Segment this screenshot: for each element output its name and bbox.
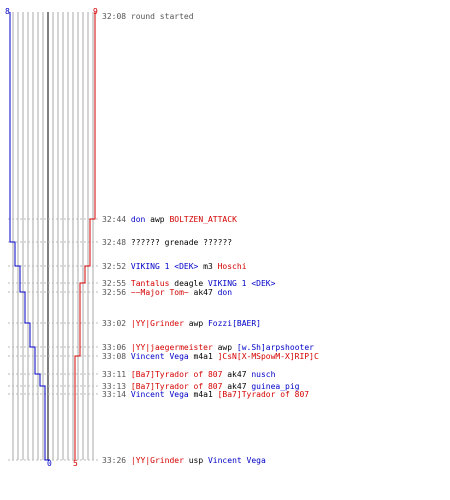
event-row: 33:08 Vincent Vega m4a1 ]CsN[X-MSpowM-X]…: [102, 352, 319, 361]
event-player: VIKING 1 <DEK>: [207, 279, 276, 288]
event-player: VIKING 1 <DEK>: [130, 262, 199, 271]
event-player: ~~Major Tom~: [130, 288, 189, 297]
event-weapon: grenade: [159, 238, 204, 247]
event-weapon: m4a1: [188, 390, 218, 399]
event-player: [Ba7]Tyrador of 807: [130, 370, 223, 379]
event-time: 32:56: [102, 288, 131, 297]
event-weapon: ak47: [188, 288, 218, 297]
score-red-start: 9: [93, 7, 98, 16]
event-time: 32:48: [102, 238, 131, 247]
score-blue-start: 8: [5, 7, 10, 16]
event-player: Hoschi: [217, 262, 247, 271]
event-weapon: m4a1: [188, 352, 218, 361]
event-player: guinea_pig: [251, 382, 300, 391]
event-message: round started: [130, 12, 194, 21]
event-row: 33:13 [Ba7]Tyrador of 807 ak47 guinea_pi…: [102, 382, 300, 391]
event-row: 32:52 VIKING 1 <DEK> m3 Hoschi: [102, 262, 247, 271]
event-weapon: ak47: [222, 370, 252, 379]
event-row: 33:11 [Ba7]Tyrador of 807 ak47 nusch: [102, 370, 275, 379]
event-player: |YY|jaegermeister: [130, 343, 213, 352]
event-player: nusch: [251, 370, 276, 379]
score-red-end: 5: [73, 459, 78, 468]
event-row: 33:02 |YY|Grinder awp Fozzi[BAER]: [102, 319, 261, 328]
event-weapon: awp: [145, 215, 170, 224]
event-weapon: awp: [212, 343, 237, 352]
event-time: 33:14: [102, 390, 131, 399]
event-time: 33:11: [102, 370, 131, 379]
event-player: [Ba7]Tyrador of 807: [130, 382, 223, 391]
event-time: 32:44: [102, 215, 131, 224]
event-player: |YY|Grinder: [130, 319, 184, 328]
event-weapon: ??????: [203, 238, 233, 247]
event-time: 32:08: [102, 12, 131, 21]
event-time: 32:55: [102, 279, 131, 288]
event-row: 33:06 |YY|jaegermeister awp [w.Sh]arpsho…: [102, 343, 314, 352]
event-row: 32:44 don awp BOLTZEN_ATTACK: [102, 215, 237, 224]
event-player: Vincent Vega: [207, 456, 266, 465]
event-player: |YY|Grinder: [130, 456, 184, 465]
event-player: BOLTZEN_ATTACK: [169, 215, 237, 224]
event-player: Fozzi[BAER]: [207, 319, 261, 328]
red-team-alive-line: [74, 12, 96, 460]
event-time: 33:13: [102, 382, 131, 391]
alive-players-timeline: [8, 12, 100, 461]
event-time: 33:08: [102, 352, 131, 361]
event-player: Vincent Vega: [130, 390, 189, 399]
event-time: 32:52: [102, 262, 131, 271]
event-weapon: m3: [198, 262, 218, 271]
event-time: 33:02: [102, 319, 131, 328]
event-player: [w.Sh]arpshooter: [236, 343, 314, 352]
event-player: don: [217, 288, 233, 297]
event-weapon: usp: [183, 456, 208, 465]
score-blue-end: 0: [47, 459, 52, 468]
event-time: 33:06: [102, 343, 131, 352]
event-row: 32:08 round started: [102, 12, 194, 21]
event-player: Tantalus: [130, 279, 170, 288]
event-row: 33:26 |YY|Grinder usp Vincent Vega: [102, 456, 266, 465]
event-row: 32:55 Tantalus deagle VIKING 1 <DEK>: [102, 279, 275, 288]
event-row: 32:56 ~~Major Tom~ ak47 don: [102, 288, 232, 297]
event-player: [Ba7]Tyrador of 807: [217, 390, 310, 399]
event-weapon: awp: [183, 319, 208, 328]
event-weapon: ??????: [130, 238, 160, 247]
blue-team-alive-line: [9, 12, 50, 461]
event-weapon: ak47: [222, 382, 252, 391]
event-player: ]CsN[X-MSpowM-X]RIP]C: [217, 352, 319, 361]
event-row: 32:48 ?????? grenade ??????: [102, 238, 232, 247]
event-time: 33:26: [102, 456, 131, 465]
event-player: Vincent Vega: [130, 352, 189, 361]
event-weapon: deagle: [169, 279, 208, 288]
event-player: don: [130, 215, 146, 224]
event-row: 33:14 Vincent Vega m4a1 [Ba7]Tyrador of …: [102, 390, 309, 399]
